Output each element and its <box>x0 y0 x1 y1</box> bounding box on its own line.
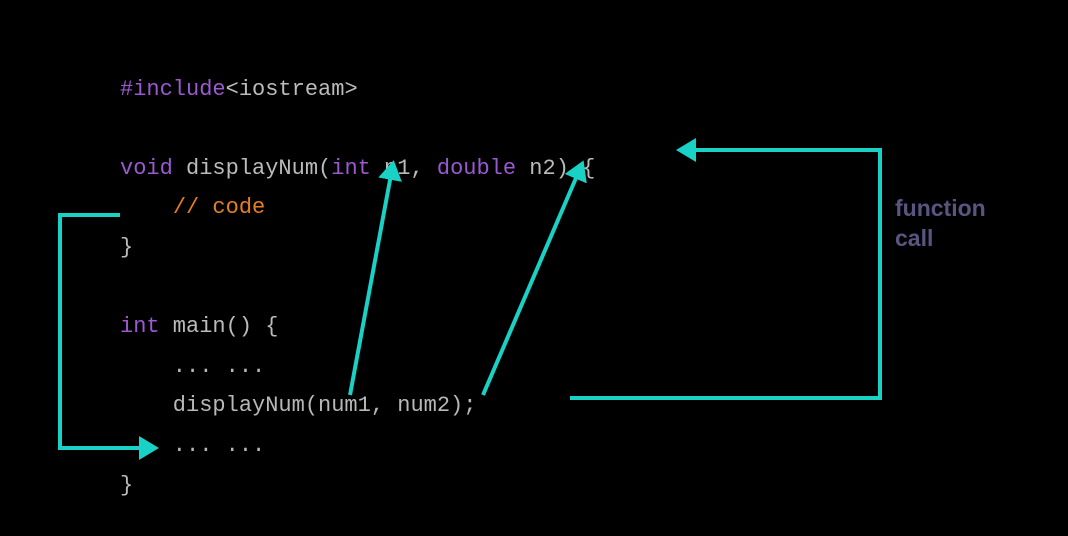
brace-close1: } <box>120 235 133 260</box>
annotation-line2: call <box>895 225 933 251</box>
dots-before: ... ... <box>120 354 265 379</box>
main-fn: main() { <box>160 314 279 339</box>
annotation-line1: function <box>895 195 986 221</box>
keyword-void: void <box>120 156 173 181</box>
keyword-include: #include <box>120 77 226 102</box>
header-text: <iostream> <box>226 77 358 102</box>
param-n2: n2) { <box>516 156 595 181</box>
brace-close2: } <box>120 473 133 498</box>
annotation-function-call: function call <box>895 194 986 254</box>
fn-call: displayNum(num1, num2); <box>120 393 476 418</box>
fn-name: displayNum( <box>173 156 331 181</box>
code-block: #include<iostream> void displayNum(int n… <box>120 30 595 505</box>
dots-after: ... ... <box>120 433 265 458</box>
param-n1: n1, <box>371 156 437 181</box>
keyword-int-main: int <box>120 314 160 339</box>
keyword-double: double <box>437 156 516 181</box>
arrow-call-to-signature <box>570 150 880 398</box>
indent <box>120 195 173 220</box>
comment-code: // code <box>173 195 265 220</box>
keyword-int: int <box>331 156 371 181</box>
